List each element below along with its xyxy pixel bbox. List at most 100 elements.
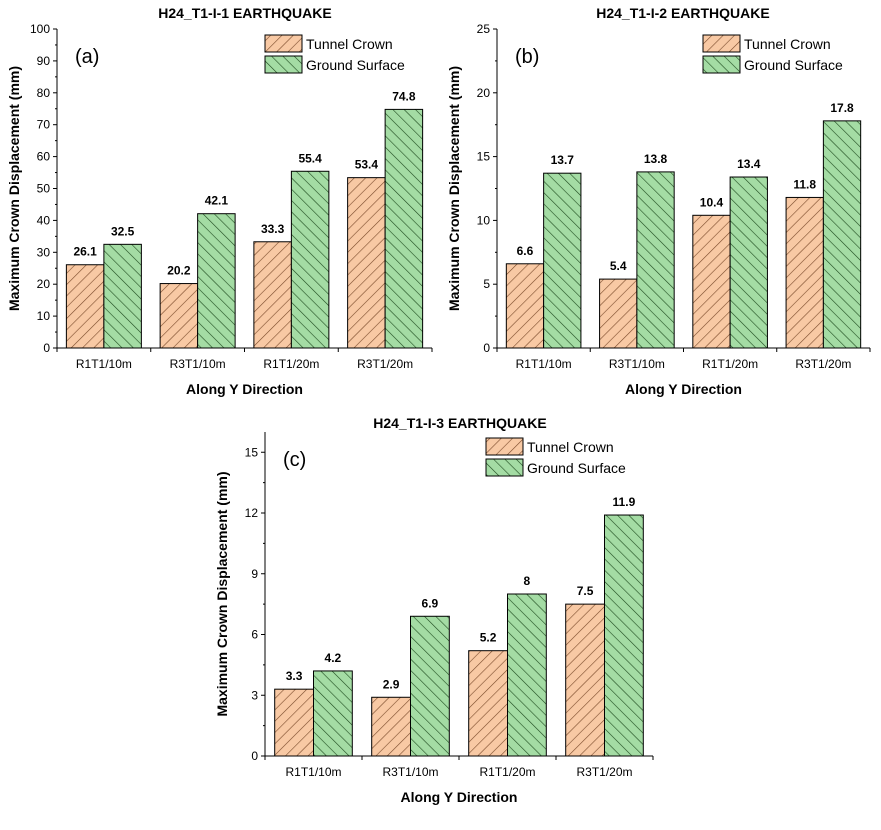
panel-tag: (b) xyxy=(515,46,539,68)
y-tick-label: 10 xyxy=(477,213,491,227)
x-tick-label: R3T1/10m xyxy=(382,765,438,779)
data-label: 32.5 xyxy=(111,224,135,238)
legend-swatch-ground-surface xyxy=(702,55,741,74)
bar-ground-surface xyxy=(604,514,644,757)
data-label: 55.4 xyxy=(298,151,322,165)
legend-swatch-ground-surface xyxy=(485,458,524,477)
y-tick-label: 20 xyxy=(477,86,491,100)
legend-label-ground-surface: Ground Surface xyxy=(306,57,405,73)
legend-swatch-tunnel-crown xyxy=(702,34,741,53)
bar-tunnel-crown xyxy=(65,264,105,349)
x-tick-label: R3T1/20m xyxy=(357,357,413,371)
x-axis-label: Along Y Direction xyxy=(186,381,303,397)
data-label: 53.4 xyxy=(355,158,379,172)
data-label: 4.2 xyxy=(325,651,342,665)
legend-swatch-ground-surface xyxy=(264,55,303,74)
y-tick-label: 100 xyxy=(30,22,50,36)
x-tick-label: R3T1/10m xyxy=(170,357,226,371)
bar-ground-surface xyxy=(197,213,236,349)
bar-tunnel-crown xyxy=(505,263,545,349)
y-tick-label: 20 xyxy=(37,277,51,291)
legend: Tunnel Crown Ground Surface xyxy=(702,34,843,74)
bar-tunnel-crown xyxy=(274,688,315,757)
x-tick-label: R1T1/20m xyxy=(263,357,319,371)
y-tick-label: 70 xyxy=(37,118,51,132)
data-label: 10.4 xyxy=(700,195,724,209)
bar-tunnel-crown xyxy=(347,177,386,349)
bar-ground-surface xyxy=(410,615,450,757)
y-tick-label: 9 xyxy=(251,567,258,581)
x-tick-label: R3T1/20m xyxy=(795,357,851,371)
legend-label-tunnel-crown: Tunnel Crown xyxy=(527,439,614,455)
bar-ground-surface xyxy=(543,172,582,349)
bar-tunnel-crown xyxy=(468,650,509,757)
data-label: 11.8 xyxy=(793,177,816,191)
y-tick-label: 25 xyxy=(477,22,491,36)
data-label: 33.3 xyxy=(261,222,285,236)
y-tick-label: 40 xyxy=(37,213,51,227)
y-tick-label: 60 xyxy=(37,150,51,164)
y-tick-label: 15 xyxy=(477,150,491,164)
bar-ground-surface xyxy=(507,593,547,757)
x-tick-label: R1T1/10m xyxy=(285,765,341,779)
legend-label-tunnel-crown: Tunnel Crown xyxy=(744,36,831,52)
y-tick-label: 0 xyxy=(251,749,258,763)
data-label: 17.8 xyxy=(830,101,854,115)
bar-ground-surface xyxy=(290,170,330,349)
data-label: 3.3 xyxy=(286,669,303,683)
chart-panel-1: H24_T1-I-1 EARTHQUAKE 26.1 20.2 33.3 53.4 32.… xyxy=(6,5,433,397)
x-tick-label: R1T1/20m xyxy=(479,765,535,779)
bar-tunnel-crown xyxy=(599,278,638,349)
bar-ground-surface xyxy=(822,120,862,349)
data-label: 2.9 xyxy=(383,677,400,691)
bar-tunnel-crown xyxy=(253,241,292,349)
legend: Tunnel Crown Ground Surface xyxy=(264,34,405,74)
data-label: 42.1 xyxy=(205,194,229,208)
legend: Tunnel Crown Ground Surface xyxy=(485,437,626,477)
y-tick-label: 15 xyxy=(245,445,259,459)
y-tick-label: 12 xyxy=(245,506,259,520)
bar-tunnel-crown xyxy=(785,196,824,349)
panel-tag: (c) xyxy=(283,449,306,471)
legend-label-ground-surface: Ground Surface xyxy=(744,57,843,73)
bar-ground-surface xyxy=(384,108,424,349)
y-tick-label: 10 xyxy=(37,309,51,323)
legend-label-ground-surface: Ground Surface xyxy=(527,460,626,476)
y-tick-label: 90 xyxy=(37,54,51,68)
chart-title: H24_T1-I-2 EARTHQUAKE xyxy=(596,5,769,21)
x-axis-label: Along Y Direction xyxy=(401,789,518,805)
bar-ground-surface xyxy=(636,171,675,349)
bar-ground-surface xyxy=(729,176,768,349)
legend-swatch-tunnel-crown xyxy=(485,437,524,456)
chart-panel-3: H24_T1-I-3 EARTHQUAKE 3.3 2.9 5.2 7.5 4.2 6.9 8… xyxy=(214,415,654,805)
y-axis-label: Maximum Crown Displacement (mm) xyxy=(446,66,462,311)
data-label: 5.4 xyxy=(610,259,627,273)
data-label: 11.9 xyxy=(613,495,636,509)
y-tick-label: 3 xyxy=(251,688,258,702)
y-tick-label: 5 xyxy=(483,277,490,291)
x-tick-label: R3T1/10m xyxy=(609,357,665,371)
data-label: 26.1 xyxy=(73,245,97,259)
data-label: 7.5 xyxy=(577,584,594,598)
data-label: 5.2 xyxy=(480,631,497,645)
y-tick-label: 6 xyxy=(251,628,258,642)
data-label: 6.9 xyxy=(422,596,439,610)
chart-title: H24_T1-I-1 EARTHQUAKE xyxy=(158,5,331,21)
chart-panel-2: H24_T1-I-2 EARTHQUAKE 6.6 5.4 10.4 11.8 13.7 1… xyxy=(446,5,871,397)
x-tick-label: R1T1/10m xyxy=(516,357,572,371)
bar-tunnel-crown xyxy=(692,214,731,349)
bar-ground-surface xyxy=(103,243,142,349)
data-label: 8 xyxy=(524,574,531,588)
bar-tunnel-crown xyxy=(565,603,606,757)
x-tick-label: R1T1/10m xyxy=(76,357,132,371)
bar-tunnel-crown xyxy=(371,696,412,757)
y-tick-label: 80 xyxy=(37,86,51,100)
bar-ground-surface xyxy=(313,670,353,757)
x-tick-label: R1T1/20m xyxy=(702,357,758,371)
data-label: 74.8 xyxy=(392,89,416,103)
panel-tag: (a) xyxy=(75,46,99,68)
data-label: 20.2 xyxy=(167,264,191,278)
y-tick-label: 50 xyxy=(37,182,51,196)
data-label: 13.4 xyxy=(737,157,761,171)
